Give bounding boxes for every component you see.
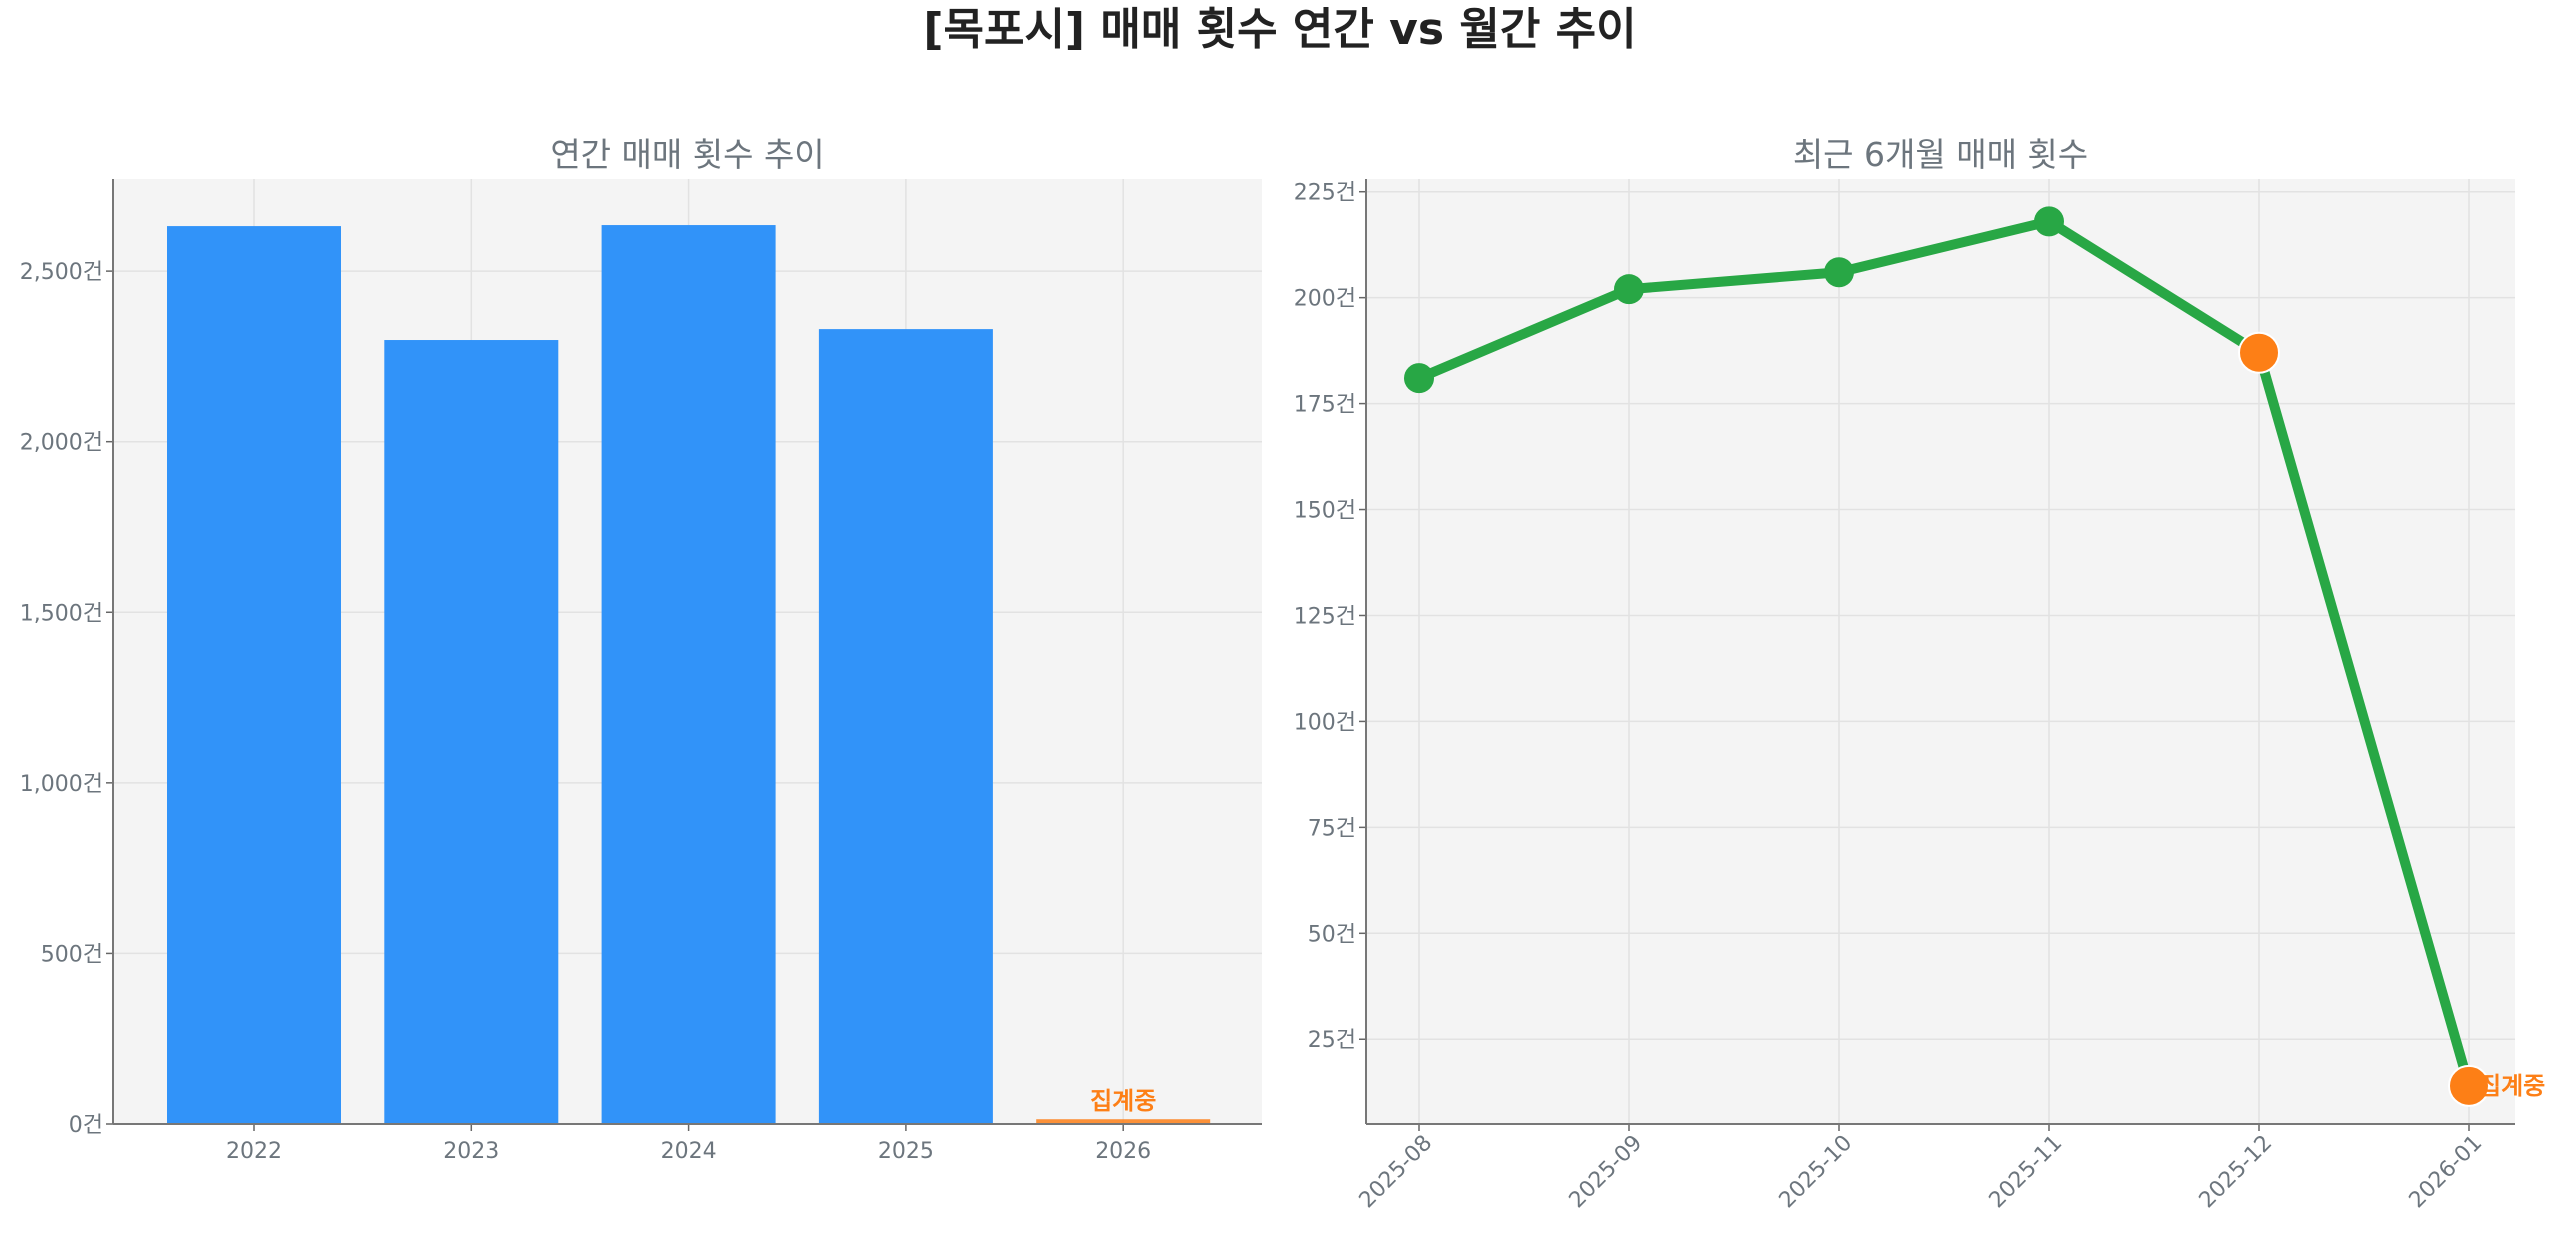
data-point-2025-10 — [1824, 257, 1854, 288]
annual-bar-chart: 연간 매매 횟수 추이 0건 500건 1,000건 1,500건 2,000건 2,500… — [20, 135, 1262, 1164]
data-point-2025-08 — [1404, 363, 1434, 394]
status-annotation: 집계중 — [2479, 1072, 2545, 1100]
data-point-2025-12 — [2238, 331, 2280, 374]
y-tick-label: 0건 — [69, 1113, 103, 1138]
y-tick-label: 75건 — [1308, 816, 1356, 841]
y-tick-label: 200건 — [1294, 287, 1356, 312]
y-tick-label: 25건 — [1308, 1028, 1356, 1053]
chart-title: 연간 매매 횟수 추이 — [550, 135, 824, 174]
y-tick-label: 175건 — [1294, 393, 1356, 418]
chart-title: 최근 6개월 매매 횟수 — [1793, 135, 2088, 174]
figure-title: [목포시] 매매 횟수 연간 vs 월간 추이 — [923, 4, 1636, 55]
plot-area — [1366, 179, 2515, 1124]
data-point-2025-09 — [1614, 274, 1644, 305]
x-tick-label: 2023 — [443, 1139, 499, 1164]
x-tick-label: 2025-08 — [1355, 1131, 1438, 1214]
y-tick-label: 1,500건 — [20, 601, 103, 626]
y-tick-label: 150건 — [1294, 499, 1356, 524]
x-tick-label: 2024 — [661, 1139, 717, 1164]
x-tick-label: 2025-12 — [2195, 1131, 2278, 1214]
y-tick-label: 125건 — [1294, 604, 1356, 629]
data-point-2026-01 — [2448, 1064, 2490, 1107]
series-line — [1417, 216, 2474, 1088]
monthly-line-chart: 최근 6개월 매매 횟수 25건 50건 75건 100건 125건 150건 175건 200… — [1294, 135, 2545, 1213]
x-tick-label: 2025-10 — [1775, 1131, 1858, 1214]
status-annotation: 집계중 — [1090, 1087, 1156, 1115]
y-tick-label: 100건 — [1294, 710, 1356, 735]
y-tick-label: 2,500건 — [20, 260, 103, 285]
x-tick-label: 2025-11 — [1985, 1131, 2068, 1214]
y-tick-label: 225건 — [1294, 181, 1356, 206]
data-point-2025-11 — [2034, 206, 2064, 237]
bar-2024 — [601, 225, 776, 1124]
x-tick-label: 2022 — [226, 1139, 282, 1164]
y-tick-label: 500건 — [41, 942, 103, 967]
bar-2025 — [818, 329, 993, 1125]
x-tick-label: 2025 — [878, 1139, 934, 1164]
bar-2026 — [1036, 1119, 1211, 1124]
bar-2023 — [384, 340, 559, 1124]
y-tick-label: 1,000건 — [20, 772, 103, 797]
bar-2022 — [167, 226, 341, 1125]
x-tick-label: 2026-01 — [2405, 1131, 2488, 1214]
x-tick-label: 2026 — [1095, 1139, 1151, 1164]
y-tick-label: 50건 — [1308, 922, 1356, 947]
x-tick-label: 2025-09 — [1565, 1131, 1648, 1214]
y-tick-label: 2,000건 — [20, 431, 103, 456]
